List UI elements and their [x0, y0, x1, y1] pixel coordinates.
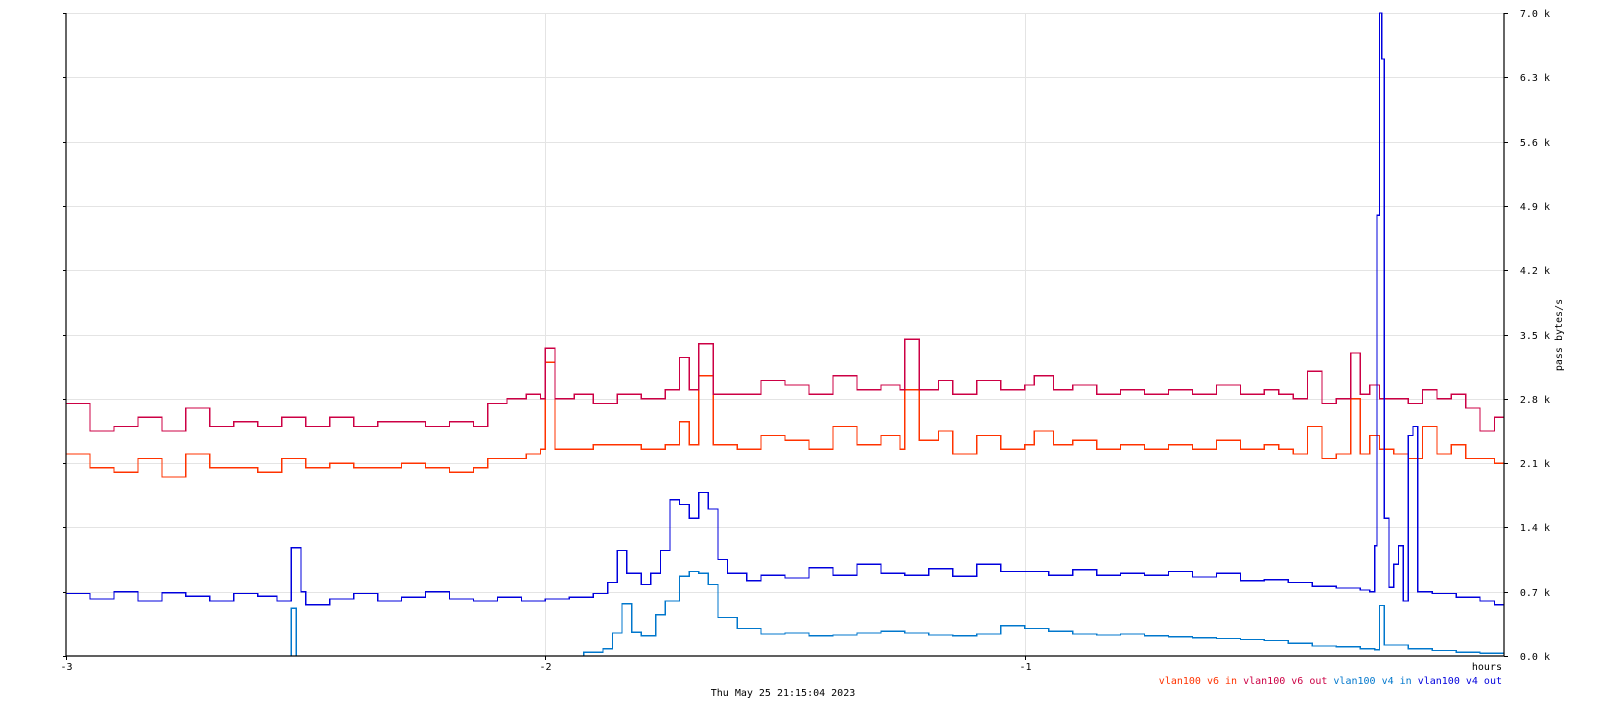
y-axis-label: pass bytes/s [1554, 299, 1565, 371]
series-line-0 [66, 361, 1504, 478]
timestamp-label: Thu May 25 21:15:04 2023 [711, 688, 856, 699]
ticks: 0.0 k 0.7 k 1.4 k 2.1 k 2.8 k 3.5 k 4.2 k 4.9 k… [60, 9, 1550, 673]
y-tick-label: 5.6 k [1520, 138, 1550, 149]
y-tick-label: 4.2 k [1520, 266, 1550, 277]
x-tick-label: -2 [539, 662, 551, 673]
y-tick-label: 0.7 k [1520, 588, 1550, 599]
legend-entry: vlan100 v4 in [1327, 676, 1411, 687]
y-tick-label: 1.4 k [1520, 523, 1550, 534]
legend-entry: vlan100 v4 out [1412, 676, 1502, 687]
axes [65, 13, 1505, 657]
y-tick-label: 4.9 k [1520, 202, 1550, 213]
series-line-3 [66, 12, 1505, 606]
legend-entry: vlan100 v6 out [1237, 676, 1327, 687]
series-line-1 [66, 338, 1504, 432]
y-tick-label: 7.0 k [1520, 9, 1550, 20]
y-tick-label: 2.8 k [1520, 395, 1550, 406]
x-axis-label: hours [1472, 662, 1502, 673]
series-lines [66, 12, 1505, 657]
series-line-2 [66, 570, 1505, 657]
x-tick-label: -3 [60, 662, 72, 673]
legend-entry: vlan100 v6 in [1159, 676, 1237, 687]
grid [66, 13, 1504, 656]
y-tick-label: 3.5 k [1520, 331, 1550, 342]
y-tick-label: 2.1 k [1520, 459, 1550, 470]
x-tick-label: -1 [1019, 662, 1031, 673]
y-tick-label: 0.0 k [1520, 652, 1550, 663]
legend: vlan100 v6 in vlan100 v6 out vlan100 v4 … [1159, 676, 1502, 687]
y-tick-label: 6.3 k [1520, 73, 1550, 84]
